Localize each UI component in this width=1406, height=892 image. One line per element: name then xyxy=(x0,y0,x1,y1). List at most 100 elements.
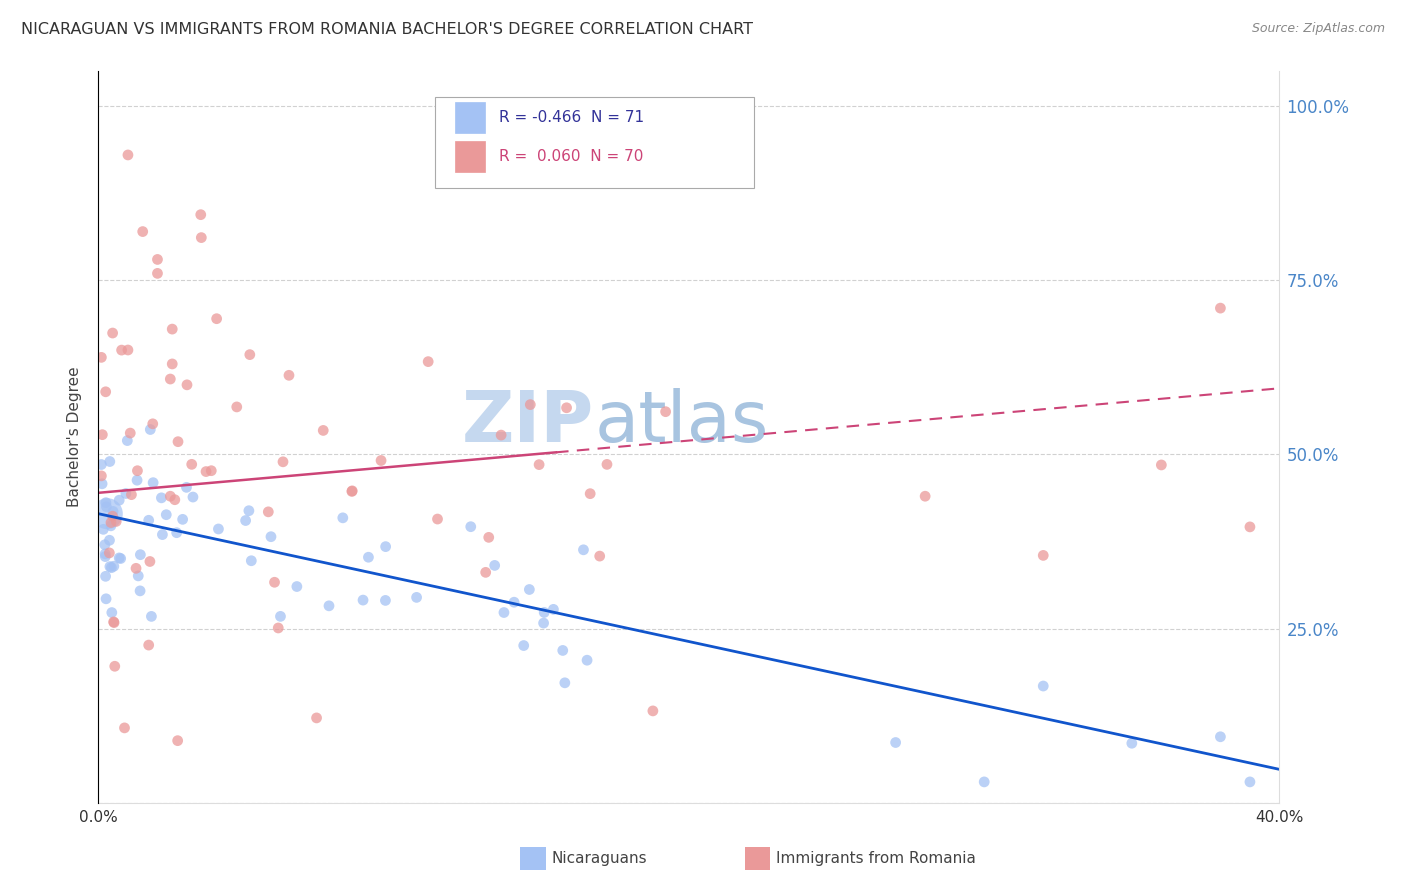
Point xyxy=(312,424,335,438)
Point xyxy=(238,504,260,518)
Point xyxy=(519,582,541,597)
Point xyxy=(101,509,124,524)
Point xyxy=(163,492,186,507)
Text: NICARAGUAN VS IMMIGRANTS FROM ROMANIA BACHELOR'S DEGREE CORRELATION CHART: NICARAGUAN VS IMMIGRANTS FROM ROMANIA BA… xyxy=(21,22,754,37)
Point xyxy=(503,595,526,609)
Point xyxy=(94,569,117,583)
Point xyxy=(225,400,247,414)
Point xyxy=(533,616,555,631)
Point xyxy=(478,530,501,544)
Bar xyxy=(456,142,485,172)
Point xyxy=(1032,679,1054,693)
Point xyxy=(110,551,132,566)
Point xyxy=(551,643,574,657)
Point xyxy=(146,266,169,280)
Point xyxy=(205,311,228,326)
Y-axis label: Bachelor's Degree: Bachelor's Degree xyxy=(67,367,83,508)
Point xyxy=(127,464,149,478)
Point xyxy=(260,530,283,544)
Point xyxy=(94,384,117,399)
Point xyxy=(484,558,506,573)
Point xyxy=(91,476,114,491)
Point xyxy=(460,519,482,533)
Point xyxy=(159,372,181,386)
Point xyxy=(1209,301,1232,315)
Point xyxy=(120,488,142,502)
Point xyxy=(117,148,139,162)
Point xyxy=(125,473,148,487)
Text: Immigrants from Romania: Immigrants from Romania xyxy=(776,852,976,866)
Point xyxy=(1209,730,1232,744)
Point xyxy=(973,775,995,789)
Point xyxy=(352,593,374,607)
Point xyxy=(579,486,602,500)
Point xyxy=(1239,775,1261,789)
Point xyxy=(172,512,194,526)
Point xyxy=(239,348,262,362)
Point xyxy=(426,512,449,526)
Point xyxy=(146,252,169,267)
Point xyxy=(555,401,578,415)
Point xyxy=(181,490,204,504)
Point xyxy=(167,434,190,449)
FancyBboxPatch shape xyxy=(434,97,754,188)
Point xyxy=(340,483,363,498)
Point xyxy=(374,593,396,607)
Point xyxy=(115,486,138,500)
Point xyxy=(94,549,117,564)
Point xyxy=(374,540,396,554)
Point xyxy=(159,489,181,503)
Point xyxy=(138,638,160,652)
Point xyxy=(90,458,112,472)
Point xyxy=(190,208,212,222)
Point xyxy=(512,639,534,653)
Point xyxy=(103,615,125,629)
Point xyxy=(1121,736,1143,750)
Point xyxy=(125,561,148,575)
Point xyxy=(1150,458,1173,472)
Point xyxy=(267,621,290,635)
Point xyxy=(103,615,125,630)
Text: Nicaraguans: Nicaraguans xyxy=(551,852,647,866)
Point xyxy=(139,423,162,437)
Point xyxy=(139,554,162,568)
Point xyxy=(117,343,139,357)
Point xyxy=(105,515,128,529)
Point xyxy=(489,428,512,442)
Point xyxy=(180,458,202,472)
Point xyxy=(100,560,122,574)
Point xyxy=(176,377,198,392)
Point xyxy=(104,659,127,673)
Point xyxy=(94,538,117,552)
Point xyxy=(100,518,122,533)
Point xyxy=(94,496,117,510)
Point xyxy=(110,343,132,358)
Point xyxy=(332,511,354,525)
Point xyxy=(176,480,198,494)
Point xyxy=(572,542,595,557)
Point xyxy=(155,508,177,522)
Point xyxy=(235,514,257,528)
Point xyxy=(98,546,121,560)
Point xyxy=(166,525,188,540)
Point xyxy=(91,427,114,442)
Point xyxy=(263,575,285,590)
Point xyxy=(100,516,122,530)
Point xyxy=(207,522,229,536)
Point xyxy=(596,458,619,472)
Point xyxy=(240,554,263,568)
Point xyxy=(357,550,380,565)
Text: atlas: atlas xyxy=(595,388,769,457)
Point xyxy=(152,527,174,541)
Point xyxy=(108,493,131,508)
Point xyxy=(527,458,550,472)
Point xyxy=(269,609,291,624)
Point xyxy=(340,484,363,499)
Point xyxy=(519,398,541,412)
Point xyxy=(129,583,152,598)
Point xyxy=(101,606,124,620)
Point xyxy=(101,504,124,518)
Point xyxy=(96,507,118,521)
Point xyxy=(554,675,576,690)
Point xyxy=(132,225,155,239)
